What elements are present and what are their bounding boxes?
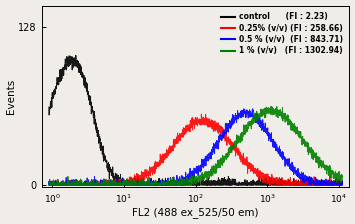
Y-axis label: Events: Events xyxy=(6,79,16,114)
X-axis label: FL2 (488 ex_525/50 em): FL2 (488 ex_525/50 em) xyxy=(132,208,259,218)
Legend: control      (FI : 2.23), 0.25% (v/v) (FI : 258.66), 0.5 % (v/v)  (FI : 843.71),: control (FI : 2.23), 0.25% (v/v) (FI : 2… xyxy=(218,9,346,58)
